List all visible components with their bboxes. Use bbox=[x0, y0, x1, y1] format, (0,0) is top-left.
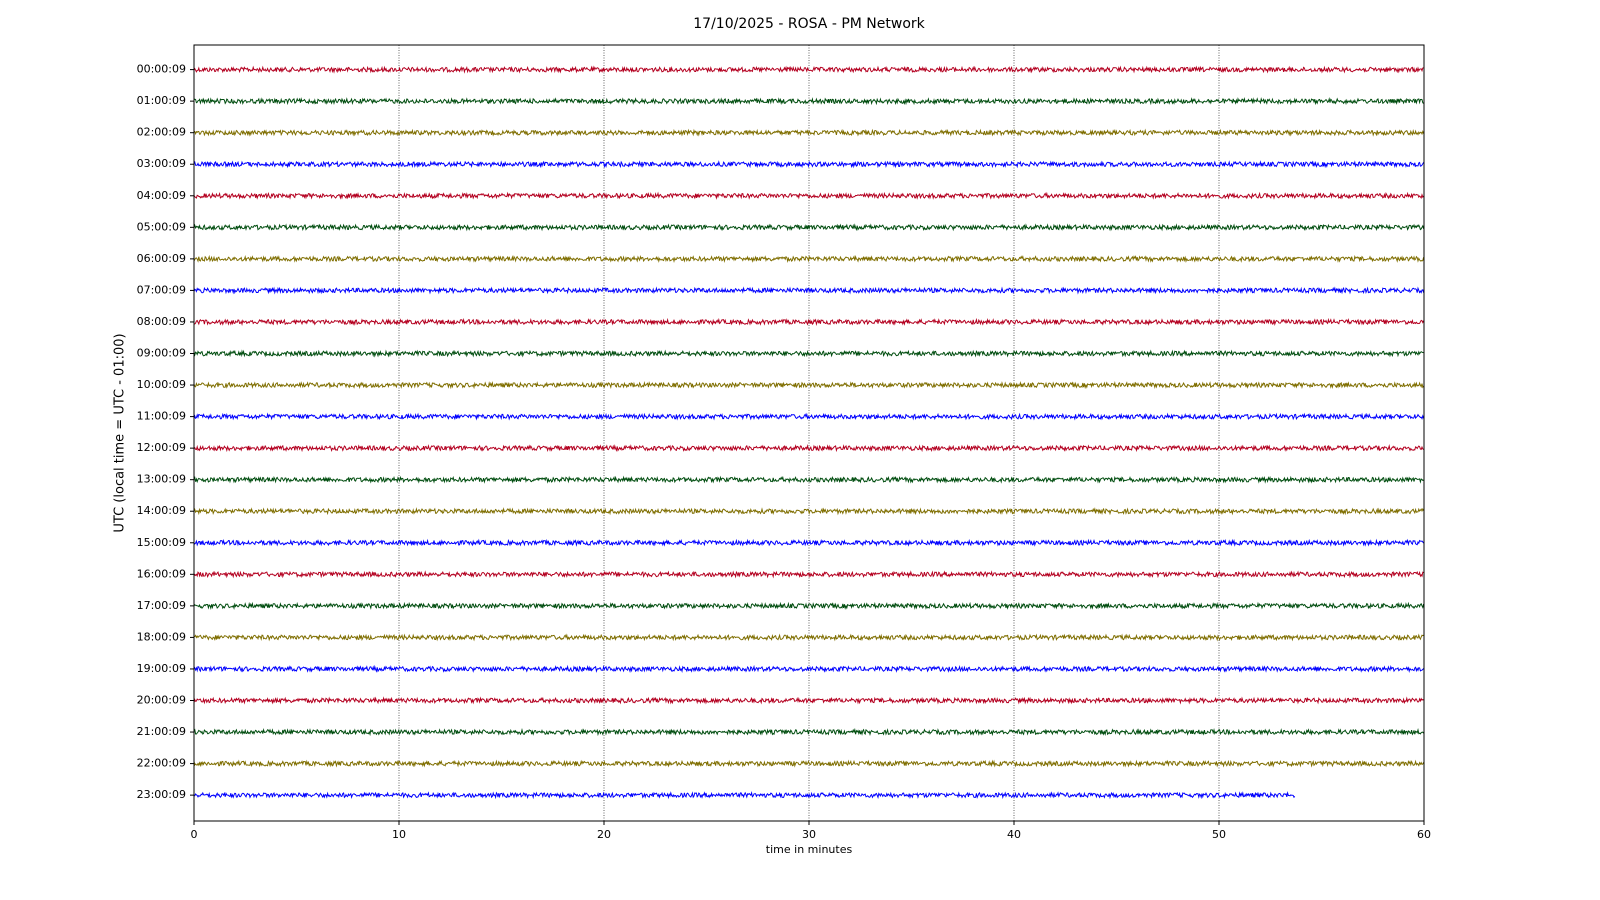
y-tick-label: 14:00:09 bbox=[137, 504, 186, 517]
x-tick-label: 20 bbox=[597, 828, 611, 841]
y-tick-label: 01:00:09 bbox=[137, 94, 186, 107]
y-tick-label: 13:00:09 bbox=[137, 473, 186, 486]
x-tick-label: 60 bbox=[1417, 828, 1431, 841]
seismic-trace bbox=[193, 191, 1424, 200]
plot-frame bbox=[193, 44, 1425, 822]
y-tick-label: 17:00:09 bbox=[137, 599, 186, 612]
seismic-trace bbox=[193, 759, 1425, 768]
seismic-trace bbox=[193, 538, 1425, 547]
seismic-trace bbox=[193, 727, 1425, 737]
chart-title: 17/10/2025 - ROSA - PM Network bbox=[693, 16, 925, 32]
y-tick-label: 16:00:09 bbox=[137, 567, 186, 580]
seismic-trace bbox=[193, 475, 1424, 484]
y-tick-label: 00:00:09 bbox=[137, 63, 186, 76]
x-tick-label: 30 bbox=[802, 828, 816, 841]
y-axis-label: UTC (local time = UTC - 01:00) bbox=[113, 333, 128, 532]
seismic-trace bbox=[193, 223, 1425, 232]
y-tick-label: 08:00:09 bbox=[137, 315, 186, 328]
x-tick-label: 10 bbox=[392, 828, 406, 841]
seismic-trace bbox=[193, 65, 1424, 74]
y-tick-label: 20:00:09 bbox=[137, 693, 186, 706]
y-tick-label: 22:00:09 bbox=[137, 757, 186, 770]
y-tick-label: 21:00:09 bbox=[137, 725, 186, 738]
x-tick-label: 0 bbox=[191, 828, 198, 841]
x-axis-label: time in minutes bbox=[766, 843, 853, 856]
seismic-trace bbox=[193, 412, 1425, 421]
y-tick-label: 18:00:09 bbox=[137, 630, 186, 643]
seismic-trace bbox=[193, 664, 1424, 673]
x-tick-label: 40 bbox=[1007, 828, 1021, 841]
y-tick-label: 02:00:09 bbox=[137, 126, 186, 139]
y-tick-label: 09:00:09 bbox=[137, 347, 186, 360]
y-tick-label: 05:00:09 bbox=[137, 220, 186, 233]
y-tick-label: 12:00:09 bbox=[137, 441, 186, 454]
seismic-trace bbox=[193, 444, 1424, 453]
seismic-trace bbox=[193, 696, 1424, 705]
seismic-trace bbox=[193, 317, 1425, 327]
y-tick-label: 23:00:09 bbox=[137, 788, 186, 801]
y-tick-label: 06:00:09 bbox=[137, 252, 186, 265]
seismic-trace bbox=[193, 507, 1425, 516]
seismic-trace bbox=[193, 570, 1424, 579]
y-tick-label: 03:00:09 bbox=[137, 157, 186, 170]
y-tick-label: 07:00:09 bbox=[137, 283, 186, 296]
seismic-trace bbox=[193, 286, 1425, 295]
seismic-trace bbox=[193, 791, 1296, 800]
x-tick-label: 50 bbox=[1212, 828, 1226, 841]
seismic-trace bbox=[193, 349, 1424, 358]
seismic-trace bbox=[193, 160, 1425, 169]
y-tick-label: 19:00:09 bbox=[137, 662, 186, 675]
seismic-trace bbox=[193, 128, 1425, 137]
y-tick-label: 04:00:09 bbox=[137, 189, 186, 202]
y-tick-label: 10:00:09 bbox=[137, 378, 186, 391]
seismic-trace bbox=[193, 96, 1424, 106]
seismic-trace bbox=[193, 633, 1424, 642]
seismic-trace bbox=[193, 380, 1425, 390]
y-tick-label: 15:00:09 bbox=[137, 536, 186, 549]
seismic-trace bbox=[193, 254, 1425, 263]
seismic-trace bbox=[193, 601, 1425, 611]
y-tick-label: 11:00:09 bbox=[137, 410, 186, 423]
